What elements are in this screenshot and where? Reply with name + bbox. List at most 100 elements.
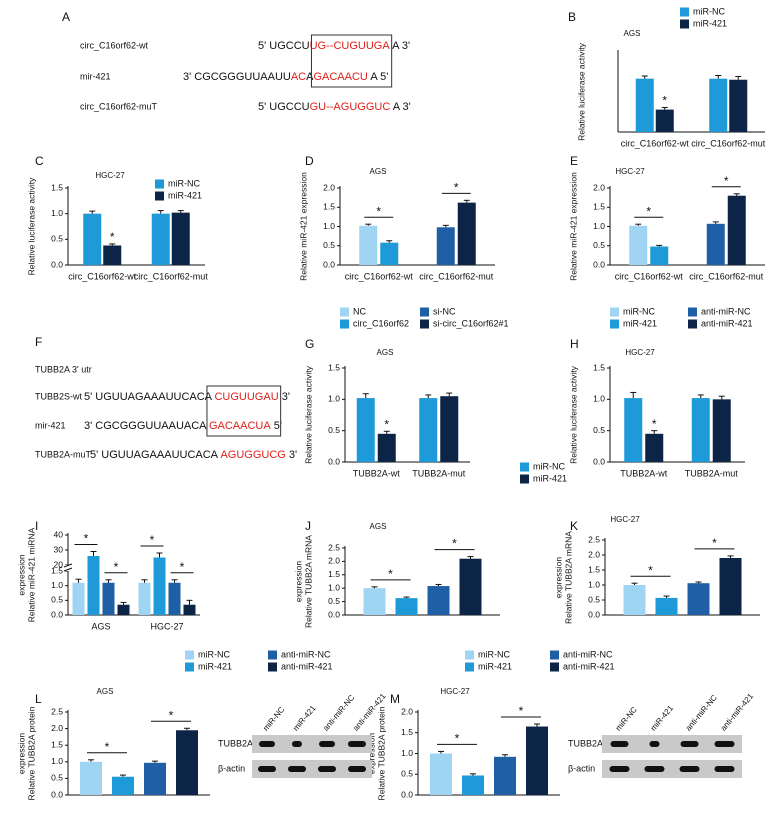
x-tick-label: TUBB2A-wt <box>353 468 401 478</box>
sequence-segment: AC <box>291 71 306 83</box>
y-tick-label: 0.0 <box>401 789 413 799</box>
blot-strip <box>252 735 372 753</box>
sequence-segment: 3' CGCGGGUUAAUU <box>183 71 291 83</box>
significance: * <box>105 740 110 754</box>
x-tick-label: circ_C16orf62-mut <box>419 271 494 281</box>
legend-swatch <box>520 474 529 484</box>
blot-band <box>318 766 336 772</box>
y-tick-label: 0.5 <box>323 240 335 250</box>
y-tick-label: 1.0 <box>328 582 340 592</box>
legend-label: miR-NC <box>533 461 565 471</box>
blot-band <box>649 741 660 747</box>
chart-title: AGS <box>377 348 394 357</box>
blot-band <box>288 766 306 772</box>
y-tick-label: 0.0 <box>51 259 63 269</box>
significance: * <box>84 532 89 546</box>
bar <box>72 582 85 615</box>
panel-letter: G <box>305 337 314 351</box>
sequence-segment: 5' <box>271 420 282 432</box>
sequence-segment: GACAACUA <box>209 420 271 432</box>
y-tick-label: 1.0 <box>401 748 413 758</box>
x-tick-label: circ_C16orf62-mut <box>134 271 209 281</box>
bar <box>168 582 181 615</box>
sequence-segment: A 3' <box>390 40 410 52</box>
y-tick-label: 20 <box>54 559 64 569</box>
y-tick-label: 1.5 <box>588 564 600 574</box>
panel-letter: I <box>35 519 38 533</box>
bar <box>427 586 450 615</box>
blot-band <box>714 766 735 772</box>
y-axis-label: Relative luciferase activity <box>26 177 36 276</box>
significance: * <box>180 560 185 574</box>
sequence-name: TUBB2A-muT <box>35 449 92 459</box>
sequence-segment: 3' <box>279 391 290 403</box>
bar <box>183 604 196 615</box>
legend-swatch <box>550 662 559 672</box>
y-tick-label: 2.0 <box>328 556 340 566</box>
y-tick-label: 0.0 <box>593 259 605 269</box>
sequence-segment: 5' UGUUAGAAAUUCACA <box>84 391 214 403</box>
legend-label: NC <box>353 306 366 316</box>
y-tick-label: 1.5 <box>328 362 340 372</box>
chart-title: HGC-27 <box>440 687 470 696</box>
panel-letter: L <box>35 692 42 706</box>
legend-swatch <box>268 662 277 672</box>
bar <box>459 558 482 615</box>
y-axis-label: Relative TUBB2A protein <box>26 706 36 800</box>
legend-label: anti-miR-NC <box>281 649 331 659</box>
bar <box>494 756 516 795</box>
bar <box>171 212 190 265</box>
y-tick-label: 0.5 <box>328 596 340 606</box>
legend-label: miR-NC <box>198 649 230 659</box>
bar <box>727 195 746 265</box>
chart-title: AGS <box>624 29 641 38</box>
y-tick-label: 1.5 <box>51 565 63 575</box>
bar <box>655 109 674 132</box>
bar <box>462 775 484 795</box>
legend-swatch <box>420 307 429 317</box>
y-tick-label: 1.0 <box>51 580 63 590</box>
bar <box>151 213 170 265</box>
bar <box>691 398 710 462</box>
sequence-segment: GACAACU <box>313 71 367 83</box>
legend-swatch <box>610 319 619 329</box>
x-tick-label: TUBB2A-wt <box>620 468 668 478</box>
panel-letter: K <box>570 519 578 533</box>
y-axis-label: Relative TUBB2A protein <box>376 706 386 800</box>
y-tick-label: 0.0 <box>593 456 605 466</box>
legend-label: anti-miR-421 <box>563 661 615 671</box>
y-tick-label: 0.0 <box>328 609 340 619</box>
bar <box>87 556 100 615</box>
y-tick-label: 0.5 <box>588 594 600 604</box>
blot-band <box>610 741 629 747</box>
significance: * <box>724 174 729 188</box>
axis-break-mark <box>63 567 73 572</box>
x-tick-label: HGC-27 <box>150 621 183 631</box>
bar <box>440 396 459 462</box>
blot-band <box>258 766 276 772</box>
blot-strip <box>602 760 742 778</box>
legend-swatch <box>465 662 474 672</box>
chart-title: AGS <box>97 687 114 696</box>
blot-band <box>348 766 366 772</box>
blot-strip <box>602 735 742 753</box>
legend-label: anti-miR-421 <box>281 661 333 671</box>
significance: * <box>384 417 389 431</box>
y-tick-label: 2.5 <box>588 534 600 544</box>
legend-swatch <box>340 307 349 317</box>
legend-swatch <box>610 307 619 317</box>
significance: * <box>452 537 457 551</box>
sequence-segment: A <box>306 71 314 83</box>
bar <box>645 433 664 462</box>
significance: * <box>454 180 459 194</box>
legend-swatch <box>465 650 474 660</box>
sequence-segment: GU--AGUGGUC <box>310 101 391 113</box>
legend-label: miR-NC <box>478 649 510 659</box>
blot-strip <box>252 760 372 778</box>
blot-row-label: β-actin <box>218 763 245 773</box>
y-tick-label: 1.0 <box>51 756 63 766</box>
y-tick-label: 1.5 <box>51 739 63 749</box>
sequence-segment: 5' UGUUAGAAAUUCACA <box>90 449 220 461</box>
x-tick-label: circ_C16orf62-mut <box>691 138 766 148</box>
sequence-segment: AGUGGUCG <box>220 449 285 461</box>
